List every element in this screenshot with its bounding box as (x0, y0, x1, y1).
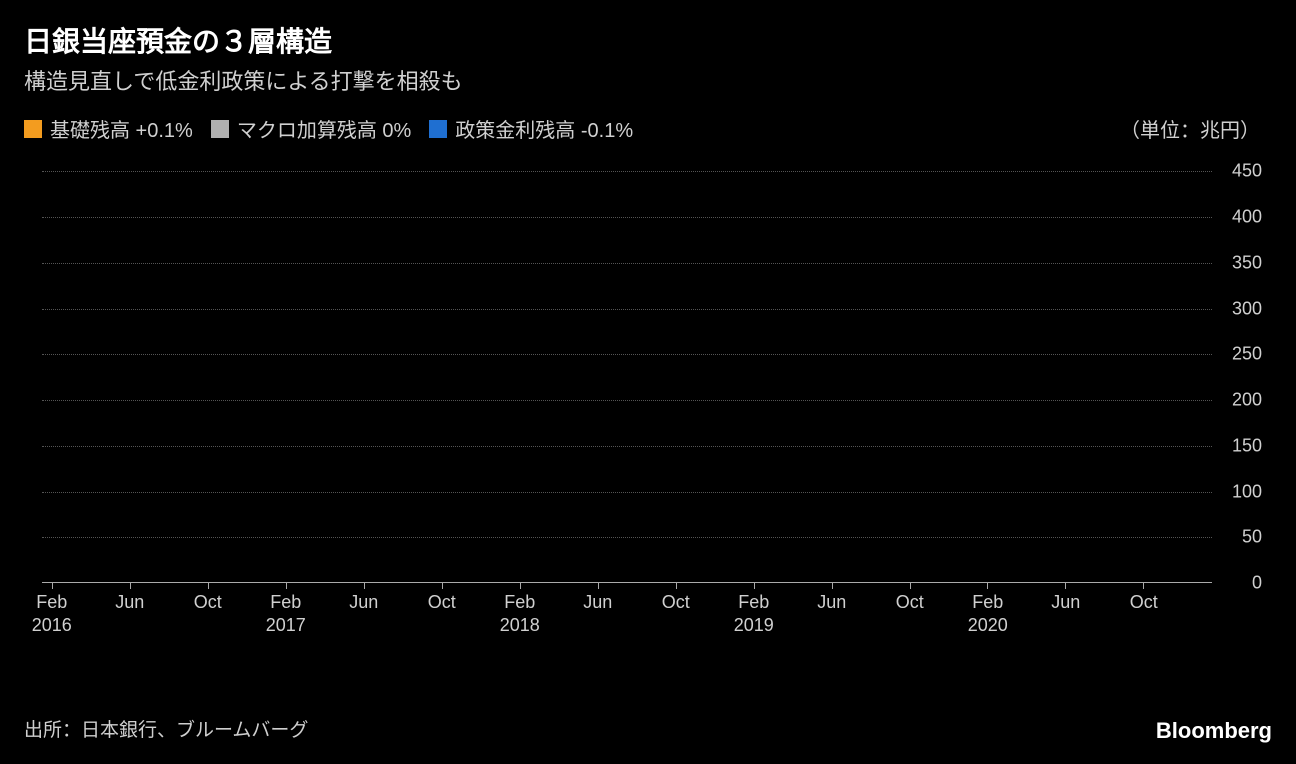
x-month: Oct (662, 592, 690, 612)
legend-label: マクロ加算残高 0% (237, 114, 411, 143)
legend-row: 基礎残高 +0.1% マクロ加算残高 0% 政策金利残高 -0.1% （単位：兆円） (24, 114, 1272, 143)
grid-line (42, 354, 1212, 355)
x-month: Oct (428, 592, 456, 612)
x-axis-labels: Feb2016JunOctFeb2017JunOctFeb2018JunOctF… (42, 583, 1212, 653)
x-axis-label: Oct (428, 591, 456, 614)
unit-label: （単位：兆円） (1120, 114, 1272, 143)
y-tick-label: 400 (1218, 207, 1262, 228)
x-axis-label: Oct (896, 591, 924, 614)
x-axis-label: Jun (349, 591, 378, 614)
x-year: 2020 (968, 614, 1008, 637)
x-axis-label: Feb2018 (500, 591, 540, 638)
y-tick-label: 150 (1218, 435, 1262, 456)
grid-line (42, 400, 1212, 401)
grid-line (42, 492, 1212, 493)
grid-line (42, 171, 1212, 172)
legend-item: 政策金利残高 -0.1% (429, 114, 633, 143)
y-tick-label: 300 (1218, 298, 1262, 319)
x-month: Oct (896, 592, 924, 612)
grid-line (42, 263, 1212, 264)
source-label: 出所：日本銀行、ブルームバーグ (24, 715, 308, 742)
legend-item: 基礎残高 +0.1% (24, 114, 193, 143)
grid-line (42, 537, 1212, 538)
legend-label: 基礎残高 +0.1% (50, 114, 193, 143)
grid-line (42, 446, 1212, 447)
x-month: Feb (738, 592, 769, 612)
y-tick-label: 350 (1218, 252, 1262, 273)
grid-line (42, 217, 1212, 218)
y-tick-label: 250 (1218, 344, 1262, 365)
brand-label: Bloomberg (1156, 718, 1272, 744)
chart-subtitle: 構造見直しで低金利政策による打撃を相殺も (24, 64, 1272, 96)
y-tick-label: 450 (1218, 161, 1262, 182)
legend-label: 政策金利残高 -0.1% (455, 114, 633, 143)
y-tick-label: 50 (1218, 527, 1262, 548)
x-month: Oct (194, 592, 222, 612)
y-tick-label: 100 (1218, 481, 1262, 502)
x-month: Jun (349, 592, 378, 612)
x-month: Jun (1051, 592, 1080, 612)
x-axis-label: Feb2019 (734, 591, 774, 638)
x-axis-label: Jun (583, 591, 612, 614)
x-axis-label: Jun (817, 591, 846, 614)
x-axis-label: Oct (194, 591, 222, 614)
x-year: 2016 (32, 614, 72, 637)
x-month: Jun (817, 592, 846, 612)
x-axis-label: Feb2016 (32, 591, 72, 638)
legend-swatch (24, 120, 42, 138)
x-axis-label: Oct (662, 591, 690, 614)
legend-item: マクロ加算残高 0% (211, 114, 411, 143)
x-month: Jun (583, 592, 612, 612)
x-axis-label: Feb2017 (266, 591, 306, 638)
grid-line (42, 309, 1212, 310)
y-tick-label: 200 (1218, 390, 1262, 411)
x-month: Oct (1130, 592, 1158, 612)
x-year: 2019 (734, 614, 774, 637)
x-year: 2018 (500, 614, 540, 637)
y-tick-label: 0 (1218, 573, 1262, 594)
x-month: Feb (270, 592, 301, 612)
x-axis-label: Oct (1130, 591, 1158, 614)
x-axis-label: Jun (115, 591, 144, 614)
x-year: 2017 (266, 614, 306, 637)
legend-swatch (211, 120, 229, 138)
legend-items: 基礎残高 +0.1% マクロ加算残高 0% 政策金利残高 -0.1% (24, 114, 633, 143)
x-month: Jun (115, 592, 144, 612)
chart-area: 050100150200250300350400450 Feb2016JunOc… (24, 153, 1272, 653)
plot: 050100150200250300350400450 (42, 153, 1212, 583)
chart-title: 日銀当座預金の３層構造 (24, 20, 1272, 60)
x-month: Feb (504, 592, 535, 612)
x-axis-label: Jun (1051, 591, 1080, 614)
legend-swatch (429, 120, 447, 138)
x-month: Feb (36, 592, 67, 612)
x-axis-label: Feb2020 (968, 591, 1008, 638)
x-month: Feb (972, 592, 1003, 612)
